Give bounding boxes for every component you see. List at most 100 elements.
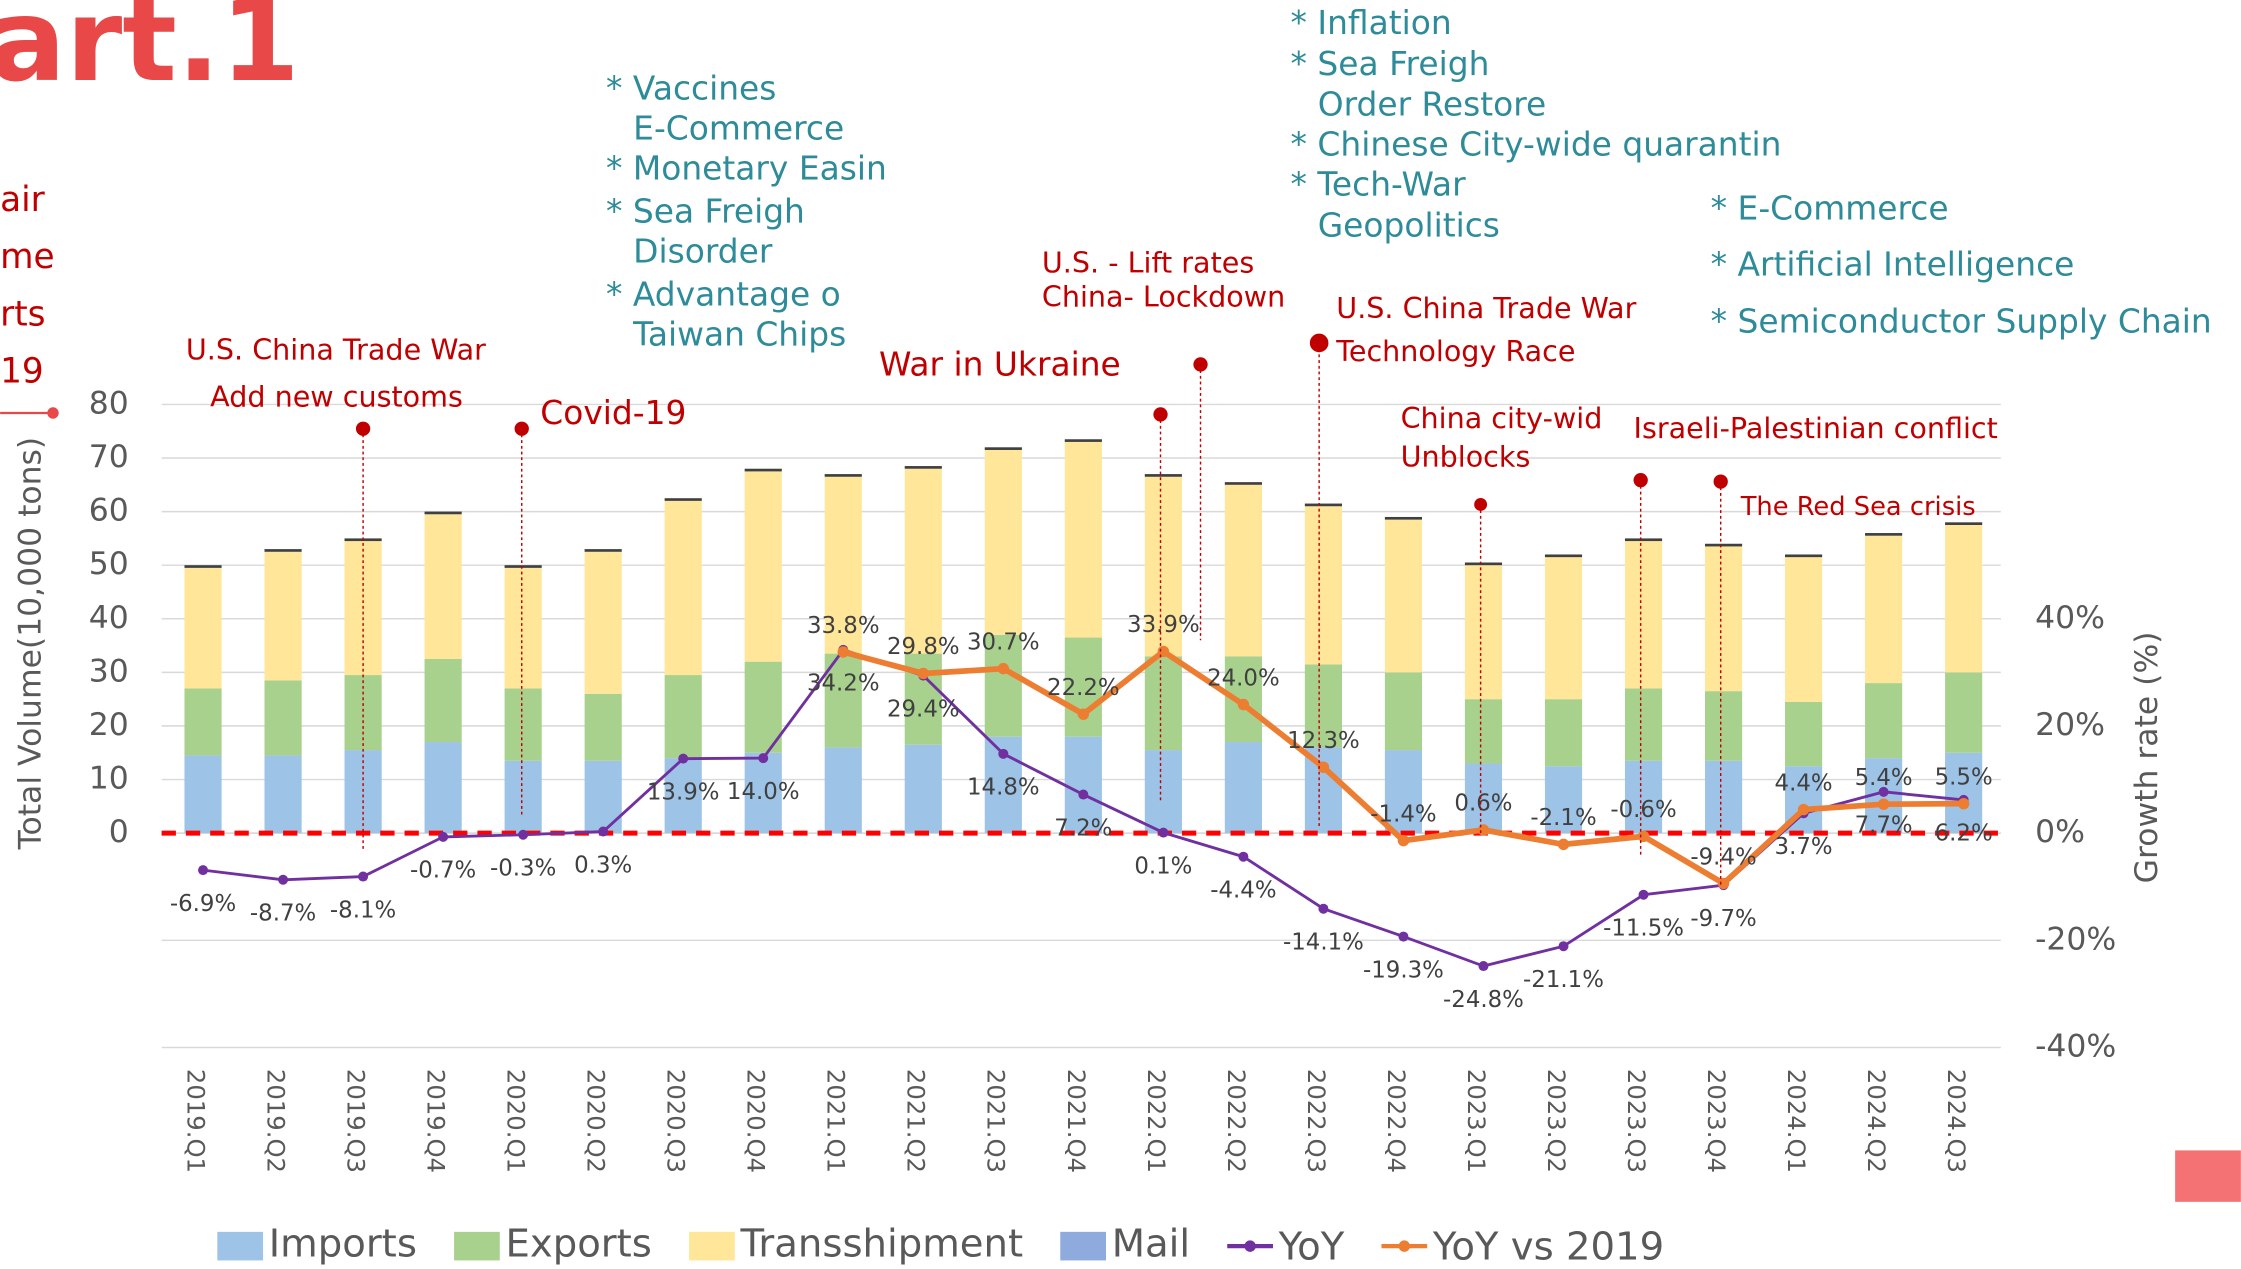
data-label: 0.6%	[1454, 791, 1512, 817]
bar-segment	[1785, 701, 1823, 767]
y-tick-label: 80	[89, 385, 129, 421]
annotation: War in Ukraine	[879, 344, 1121, 383]
data-label: 12.3%	[1287, 728, 1360, 754]
legend-label: YoY	[1278, 1224, 1345, 1269]
bar-segment	[824, 474, 862, 477]
bar-segment	[424, 742, 462, 834]
x-tick-label: 2020.Q1	[502, 1069, 531, 1173]
bar-segment	[824, 747, 862, 834]
x-tick-label: 2022.Q4	[1382, 1069, 1411, 1173]
line-point	[1318, 903, 1329, 914]
bar-segment	[744, 468, 782, 472]
data-label: 24.0%	[1207, 665, 1280, 691]
side-note: me	[0, 237, 55, 277]
annotation: * Semiconductor Supply Chain	[1711, 301, 2212, 340]
bar-segment	[1384, 516, 1423, 520]
data-label: 5.4%	[1855, 765, 1913, 791]
annotation: * Tech-War	[1291, 164, 1467, 203]
line-point	[1477, 824, 1490, 836]
data-label: 0.3%	[574, 852, 632, 878]
legend-swatch	[454, 1231, 500, 1261]
data-label: 14.0%	[727, 779, 800, 805]
annotation: * Inflation	[1291, 3, 1452, 42]
bar-segment	[264, 549, 302, 552]
line-point	[1078, 789, 1089, 800]
bar-segment	[1144, 750, 1182, 834]
data-label: 14.8%	[967, 775, 1040, 801]
bar-segment	[1304, 506, 1343, 665]
bar-segment	[664, 675, 702, 759]
data-label: -19.3%	[1363, 957, 1444, 983]
data-label: -8.7%	[250, 901, 316, 927]
y2-tick-label: 40%	[2035, 600, 2105, 636]
x-tick-label: 2020.Q3	[662, 1069, 691, 1173]
legend-label: YoY vs 2019	[1432, 1224, 1664, 1269]
bar-segment	[184, 755, 222, 834]
bar-segment	[1304, 664, 1343, 748]
bar-segment	[1144, 474, 1182, 477]
y2-tick-label: -20%	[2035, 921, 2116, 957]
data-label: 22.2%	[1047, 675, 1120, 701]
bar-segment	[184, 565, 222, 568]
line-point	[1717, 877, 1730, 890]
data-label: -2.1%	[1530, 805, 1596, 831]
legend-swatch	[217, 1231, 264, 1261]
x-tick-label: 2023.Q3	[1622, 1069, 1651, 1173]
bar-segment	[1865, 535, 1903, 684]
bar-segment	[504, 565, 542, 568]
line-point	[1637, 830, 1650, 843]
bar-segment	[1464, 763, 1503, 834]
annotation: Add new customs	[210, 380, 463, 414]
bar-segment	[1945, 752, 1983, 834]
y2-tick-label: 20%	[2035, 707, 2105, 743]
line-point	[1238, 851, 1249, 862]
x-tick-label: 2023.Q1	[1462, 1069, 1491, 1173]
x-tick-label: 2022.Q2	[1222, 1069, 1251, 1173]
side-dot	[47, 407, 59, 419]
data-label: 33.8%	[807, 613, 880, 639]
annotation: * Chinese City-wide quarantin	[1291, 124, 1782, 163]
data-label: -0.3%	[490, 856, 556, 882]
y-tick-label: 60	[89, 493, 129, 529]
bar-segment	[1704, 691, 1743, 761]
bar-segment	[584, 549, 622, 552]
bar-segment	[264, 680, 302, 756]
annotation: Covid-19	[540, 393, 686, 432]
annotation: Technology Race	[1335, 334, 1575, 368]
annotation: * Sea Freigh	[1291, 44, 1490, 83]
annotation: Order Restore	[1318, 84, 1547, 123]
bar-segment	[1384, 750, 1423, 834]
bar-segment	[1464, 565, 1503, 700]
x-tick-label: 2020.Q4	[742, 1069, 771, 1173]
y-tick-label: 50	[89, 546, 129, 582]
side-note: 19	[0, 351, 44, 391]
bar-segment	[904, 468, 942, 654]
data-label: 34.2%	[807, 671, 880, 697]
bar-segment	[984, 634, 1022, 737]
bar-segment	[184, 688, 222, 756]
bar-segment	[1544, 554, 1583, 558]
bar-segment	[1224, 482, 1262, 485]
data-label: -14.1%	[1283, 929, 1364, 955]
x-tick-label: 2023.Q2	[1542, 1069, 1571, 1173]
bar-segment	[1464, 562, 1503, 566]
x-tick-label: 2021.Q4	[1062, 1069, 1091, 1173]
bar-segment	[984, 447, 1022, 450]
y-tick-label: 0	[109, 814, 129, 850]
annotation: U.S. China Trade War	[186, 333, 486, 367]
chart-title: art.1	[0, 0, 300, 107]
data-label: 5.5%	[1935, 764, 1993, 790]
line-point	[917, 667, 930, 680]
bar-segment	[1624, 541, 1663, 689]
data-label: -8.1%	[330, 897, 396, 923]
bar-segment	[1785, 554, 1823, 558]
x-tick-label: 2023.Q4	[1702, 1069, 1731, 1173]
x-tick-label: 2024.Q3	[1942, 1069, 1971, 1173]
data-label: -0.7%	[410, 858, 476, 884]
annotations: U.S. China Trade War Add new customs Cov…	[186, 3, 2212, 522]
annotation: Geopolitics	[1318, 206, 1500, 245]
annotation: Unblocks	[1401, 440, 1531, 474]
y-tick-label: 70	[89, 439, 129, 475]
bar-segment	[664, 498, 702, 501]
bar-segment	[1464, 699, 1503, 764]
